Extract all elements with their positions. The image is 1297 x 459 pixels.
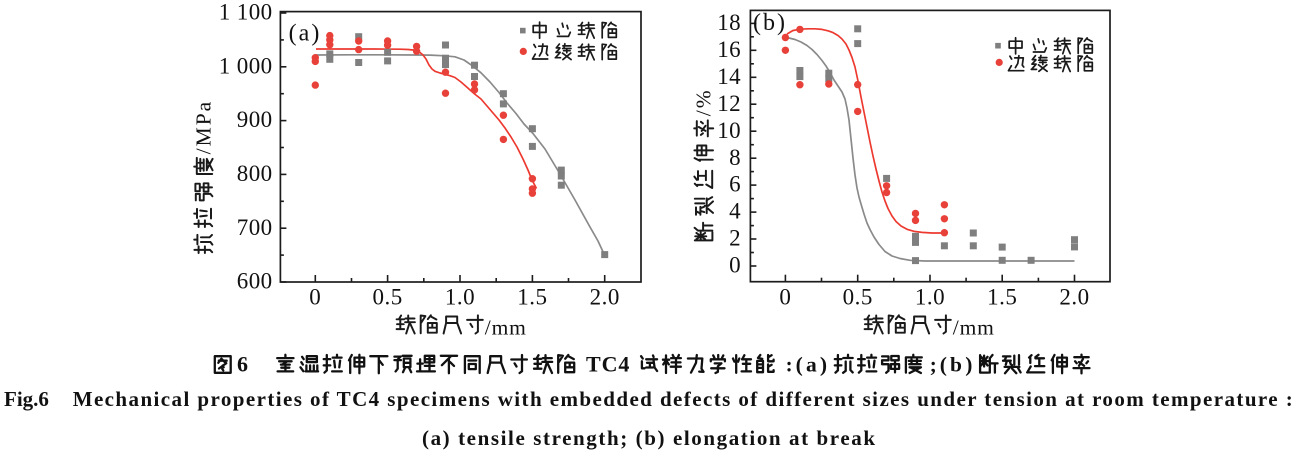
svg-text:800: 800 [237,161,273,186]
svg-text:/mm: /mm [485,316,527,340]
svg-text:14: 14 [717,64,741,89]
svg-text:/MPa: /MPa [192,100,216,155]
svg-text:18: 18 [717,10,741,35]
svg-text:600: 600 [237,269,273,294]
svg-text:0: 0 [729,253,741,278]
svg-text:4: 4 [729,199,741,224]
svg-text:8: 8 [729,145,741,170]
svg-text:TC4: TC4 [586,352,630,377]
svg-text:(b): (b) [753,10,787,36]
svg-text:10: 10 [717,118,741,143]
svg-text:1.5: 1.5 [987,285,1017,310]
svg-text:12: 12 [717,91,741,116]
svg-text:(a): (a) [289,21,322,47]
svg-text:;: ; [930,353,937,377]
svg-text:2.0: 2.0 [590,285,620,310]
svg-text:700: 700 [237,215,273,240]
svg-text:1.0: 1.0 [915,285,945,310]
svg-text:(a) tensile strength; (b) elon: (a) tensile strength; (b) elongation at … [422,426,875,450]
svg-text:/%: /% [692,88,716,116]
svg-text:16: 16 [717,37,741,62]
svg-text:1 000: 1 000 [219,53,273,78]
svg-text:0.5: 0.5 [843,285,873,310]
svg-text:0.5: 0.5 [372,285,402,310]
svg-text:/mm: /mm [953,316,995,340]
svg-text::: : [786,353,793,377]
svg-text:Fig.6: Fig.6 [4,387,49,411]
svg-text:6: 6 [729,172,741,197]
svg-text:1 100: 1 100 [219,0,273,25]
svg-text:1.5: 1.5 [517,285,547,310]
svg-text:2.0: 2.0 [1059,285,1089,310]
svg-text:0: 0 [309,285,321,310]
svg-text:1.0: 1.0 [445,285,475,310]
svg-text:(b): (b) [940,353,976,377]
svg-text:900: 900 [237,107,273,132]
svg-text:(a): (a) [796,353,831,377]
svg-text:0: 0 [779,285,791,310]
svg-text:6: 6 [237,352,248,377]
svg-text:2: 2 [729,226,741,251]
